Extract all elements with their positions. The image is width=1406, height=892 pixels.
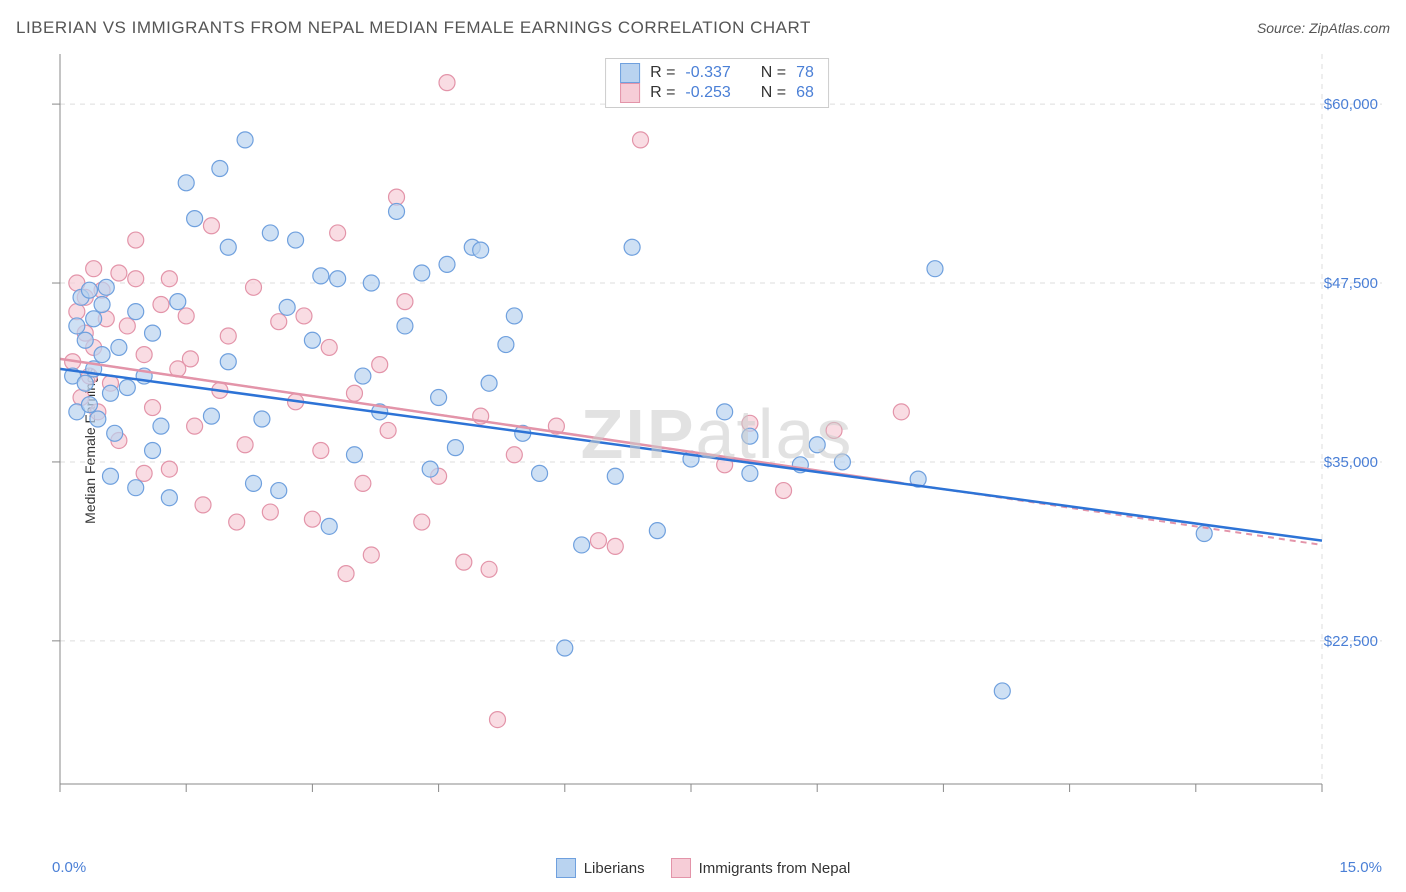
chart-title: LIBERIAN VS IMMIGRANTS FROM NEPAL MEDIAN… [16, 18, 811, 38]
svg-text:$47,500: $47,500 [1324, 275, 1378, 292]
legend-row-1: R = -0.337 N = 78 [620, 63, 814, 83]
chart-container: LIBERIAN VS IMMIGRANTS FROM NEPAL MEDIAN… [0, 0, 1406, 892]
legend-swatch-liberians [620, 63, 640, 83]
legend-item-nepal: Immigrants from Nepal [671, 858, 851, 878]
svg-text:$22,500: $22,500 [1324, 633, 1378, 650]
legend-row-2: R = -0.253 N = 68 [620, 83, 814, 103]
svg-text:$35,000: $35,000 [1324, 454, 1378, 471]
legend-swatch-nepal [620, 83, 640, 103]
title-row: LIBERIAN VS IMMIGRANTS FROM NEPAL MEDIAN… [16, 18, 1390, 38]
source-label: Source: ZipAtlas.com [1257, 20, 1390, 36]
legend-swatch-icon [671, 858, 691, 878]
scatter-plot-svg: $22,500 $35,000 $47,500 $60,000 [52, 54, 1382, 814]
correlation-legend: R = -0.337 N = 78 R = -0.253 N = 68 [605, 58, 829, 108]
series-legend: Liberians Immigrants from Nepal [0, 858, 1406, 878]
plot-area: $22,500$35,000$47,500$60,000 ZIPatlas R … [52, 54, 1382, 814]
legend-swatch-icon [556, 858, 576, 878]
svg-text:$60,000: $60,000 [1324, 96, 1378, 113]
legend-item-liberians: Liberians [556, 858, 645, 878]
